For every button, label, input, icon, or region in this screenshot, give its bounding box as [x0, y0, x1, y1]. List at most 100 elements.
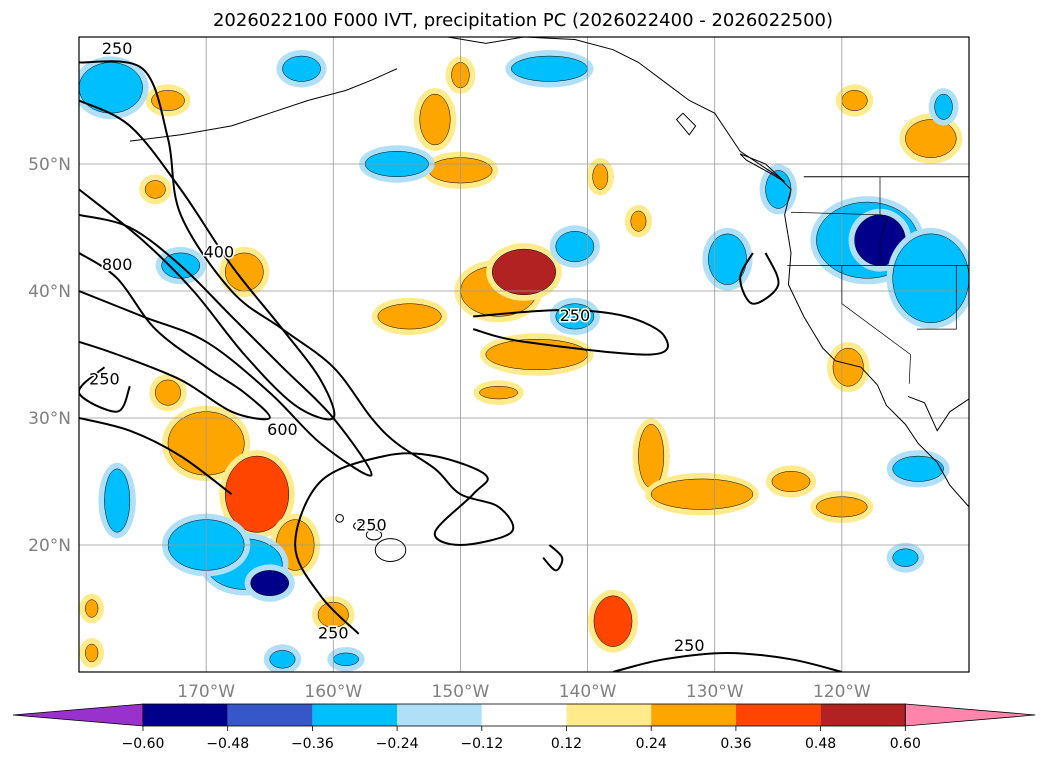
ivt-contour-label-7: 250: [318, 623, 349, 642]
longitude-tick-labels: 170°W 160°W 150°W 140°W 130°W 120°W: [177, 682, 871, 702]
coastline-1: [907, 395, 969, 432]
precip-cell-44: [892, 455, 944, 482]
state-border-id: [879, 176, 887, 266]
ivt-contour-250-2: [79, 213, 373, 477]
precip-cell-29: [250, 570, 290, 597]
precip-cell-18: [144, 180, 166, 199]
precip-cell-1: [224, 455, 290, 533]
precip-cell-31: [104, 468, 131, 533]
lon-tick-label-5: 120°W: [813, 682, 871, 702]
precip-cell-39: [511, 55, 588, 82]
ivt-contour-250-9: [612, 651, 843, 672]
ivt-contour-label-1: 400: [204, 242, 235, 261]
ivt-contour-label-6: 250: [356, 515, 387, 534]
colorbar-segment-4: [397, 704, 482, 726]
colorbar-tick-label-2: −0.36: [291, 736, 334, 752]
precip-cell-10: [650, 478, 754, 510]
ivt-contour-label-3: 250: [89, 369, 120, 388]
lat-tick-label-1: 30°N: [28, 409, 71, 429]
coastline-4: [675, 112, 697, 136]
precip-cell-46: [934, 93, 953, 120]
colorbar-tick-label-4: −0.12: [460, 736, 503, 752]
ivt-contours: [79, 60, 843, 672]
hawaii-island-3: [335, 514, 344, 523]
hawaii-island-0: [374, 538, 407, 563]
ivt-contour-250-1: [79, 417, 233, 496]
state-border-wa-or: [790, 211, 882, 216]
ivt-contour-label-4: 600: [267, 420, 298, 439]
ivt-contour-label-8: 250: [674, 636, 705, 655]
precip-cell-9: [638, 424, 665, 489]
ivt-contour-250-6: [472, 309, 669, 356]
precip-cell-45: [892, 548, 919, 567]
precip-cell-15: [905, 119, 957, 158]
precip-cell-47: [333, 652, 359, 666]
map-frame: [78, 36, 970, 673]
coastline-2: [129, 68, 398, 142]
precip-cell-13: [593, 595, 633, 647]
colorbar-tick-label-0: −0.60: [122, 736, 165, 752]
precip-cell-27: [479, 386, 518, 400]
precip-cell-14: [832, 347, 864, 387]
ivt-contour-250-7: [739, 252, 780, 305]
colorbar-tick-label-7: 0.36: [720, 736, 751, 752]
state-border-ca-nv: [841, 265, 911, 384]
colorbar-extend-high: [904, 703, 1036, 727]
colorbar: −0.60 −0.48 −0.36 −0.24 −0.12 0.12 0.24 0.36 0.4…: [12, 703, 1036, 752]
colorbar-tick-label-1: −0.48: [206, 736, 249, 752]
hawaii-island-2: [353, 521, 365, 531]
precip-cell-16: [155, 379, 181, 406]
precip-cell-4: [491, 248, 557, 296]
colorbar-segment-3: [312, 704, 398, 726]
lon-tick-label-3: 140°W: [559, 682, 617, 702]
precip-cell-35: [555, 231, 595, 263]
lon-tick-label-0: 170°W: [177, 682, 235, 702]
colorbar-segment-1: [143, 704, 228, 726]
colorbar-segment-8: [735, 704, 821, 726]
precip-cell-34: [892, 233, 969, 323]
precip-cell-40: [282, 55, 321, 82]
colorbar-segment-7: [651, 704, 736, 726]
coastline-3: [739, 153, 785, 183]
ivt-contour-labels: 250 400 800 250 600 250 250 250 250: [88, 38, 706, 657]
graticule: [79, 37, 969, 672]
precip-cell-22: [85, 643, 99, 663]
colorbar-extend-low: [12, 703, 144, 727]
colorbar-segment-9: [820, 704, 906, 726]
coastlines: [129, 37, 969, 563]
coastline-0: [447, 37, 969, 508]
colorbar-outline: [142, 703, 906, 727]
precip-cell-11: [771, 471, 811, 492]
lat-tick-label-2: 40°N: [28, 282, 71, 302]
ivt-contour-250-8: [542, 544, 564, 572]
colorbar-tick-label-9: 0.60: [890, 736, 921, 752]
precip-cell-24: [841, 90, 868, 111]
ivt-contour-250-5: [79, 366, 131, 413]
colorbar-tick-label-6: 0.24: [636, 736, 667, 752]
ivt-contour-400-3: [79, 99, 336, 421]
hawaii-island-1: [365, 529, 383, 541]
lon-tick-label-4: 130°W: [686, 682, 744, 702]
precip-cell-6: [377, 303, 442, 330]
lat-tick-label-0: 20°N: [28, 536, 71, 556]
precip-cell-7: [419, 93, 451, 146]
ivt-contour-label-0: 250: [102, 39, 133, 58]
colorbar-segment-2: [227, 704, 313, 726]
latitude-tick-labels: 20°N 30°N 40°N 50°N: [28, 155, 71, 556]
ivt-contour-800-4: [79, 252, 271, 421]
precip-cell-48: [269, 650, 296, 669]
precip-cell-21: [85, 599, 99, 618]
colorbar-segment-6: [566, 704, 652, 726]
precip-cell-25: [592, 163, 609, 190]
colorbar-tick-label-8: 0.48: [805, 736, 836, 752]
precip-cell-41: [79, 62, 143, 114]
colorbar-tick-label-5: 0.12: [551, 736, 582, 752]
chart-title: 2026022100 F000 IVT, precipitation PC (2…: [213, 10, 833, 31]
precip-cell-26: [630, 210, 647, 232]
state-border-ut: [916, 265, 957, 330]
lon-tick-label-1: 160°W: [304, 682, 362, 702]
ivt-contour-label-5: 250: [560, 306, 591, 325]
colorbar-segment-5: [481, 704, 567, 726]
ivt-contour-label-2: 800: [102, 255, 133, 274]
